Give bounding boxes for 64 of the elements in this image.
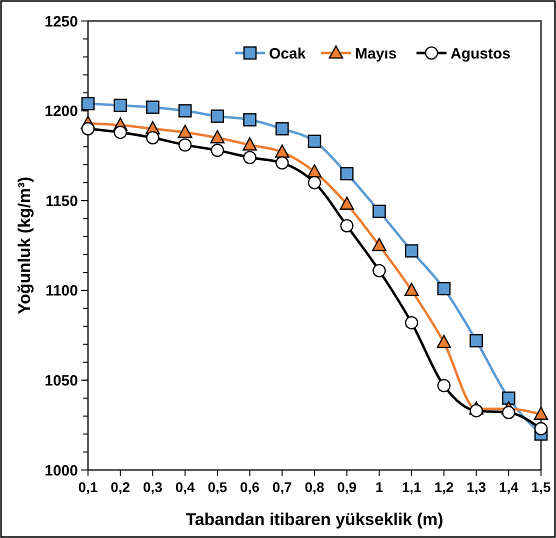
x-tick-label: 1 xyxy=(375,479,384,495)
y-tick-label: 1000 xyxy=(44,462,78,480)
x-tick-label: 0,7 xyxy=(272,479,292,495)
point xyxy=(81,96,95,110)
point xyxy=(178,124,192,138)
point xyxy=(372,264,386,278)
point xyxy=(502,406,516,420)
y-tick-label: 1200 xyxy=(44,103,78,120)
point xyxy=(437,378,451,392)
x-tick-label: 1,3 xyxy=(466,479,486,495)
point xyxy=(210,144,224,157)
legend-label: Mayıs xyxy=(355,45,397,62)
x-tick-label: 0,6 xyxy=(240,479,260,495)
point xyxy=(308,134,322,148)
point xyxy=(81,122,95,136)
x-tick-label: 0,9 xyxy=(337,479,357,495)
point xyxy=(146,131,160,144)
point xyxy=(242,137,257,151)
y-tick-label: 1150 xyxy=(45,192,78,210)
point xyxy=(340,219,354,232)
point xyxy=(146,100,160,114)
point xyxy=(210,130,225,144)
x-tick-label: 1,5 xyxy=(531,479,551,495)
point xyxy=(308,176,322,190)
point xyxy=(210,110,224,123)
y-axis-title: Yoğunluk (kg/m³) xyxy=(15,176,34,314)
point xyxy=(340,196,354,210)
x-axis-title: Tabandan itibaren yükseklik (m) xyxy=(186,510,444,529)
point xyxy=(470,334,483,348)
point xyxy=(534,406,548,420)
point xyxy=(178,138,192,152)
x-tick-label: 0,4 xyxy=(175,479,196,495)
point xyxy=(274,144,290,158)
point xyxy=(243,150,256,164)
point xyxy=(404,282,419,296)
x-tick-label: 0,3 xyxy=(142,479,163,495)
y-tick-label: 1250 xyxy=(44,13,78,30)
point xyxy=(436,334,452,348)
x-tick-label: 0,5 xyxy=(208,479,228,495)
x-tick-label: 0,1 xyxy=(78,479,98,495)
point xyxy=(404,316,418,330)
point xyxy=(114,98,128,112)
y-tick-label: 1050 xyxy=(44,372,78,390)
point xyxy=(404,244,418,258)
legend-label: Agustos xyxy=(450,45,510,62)
x-tick-label: 1,4 xyxy=(498,479,519,495)
point xyxy=(340,167,354,180)
point xyxy=(534,422,548,436)
point xyxy=(470,404,483,418)
x-tick-label: 0,2 xyxy=(110,479,130,495)
point xyxy=(502,392,516,405)
point xyxy=(243,113,256,126)
point xyxy=(372,204,386,218)
x-tick-label: 0,8 xyxy=(304,479,324,495)
point xyxy=(275,122,289,136)
point xyxy=(178,104,192,118)
point xyxy=(275,156,289,170)
point xyxy=(437,282,451,296)
point xyxy=(114,126,128,139)
legend-label: Ocak xyxy=(269,45,306,62)
x-tick-label: 1,2 xyxy=(434,479,454,495)
y-tick-label: 1100 xyxy=(45,282,78,300)
x-tick-label: 1,1 xyxy=(402,479,422,495)
point xyxy=(372,238,386,252)
